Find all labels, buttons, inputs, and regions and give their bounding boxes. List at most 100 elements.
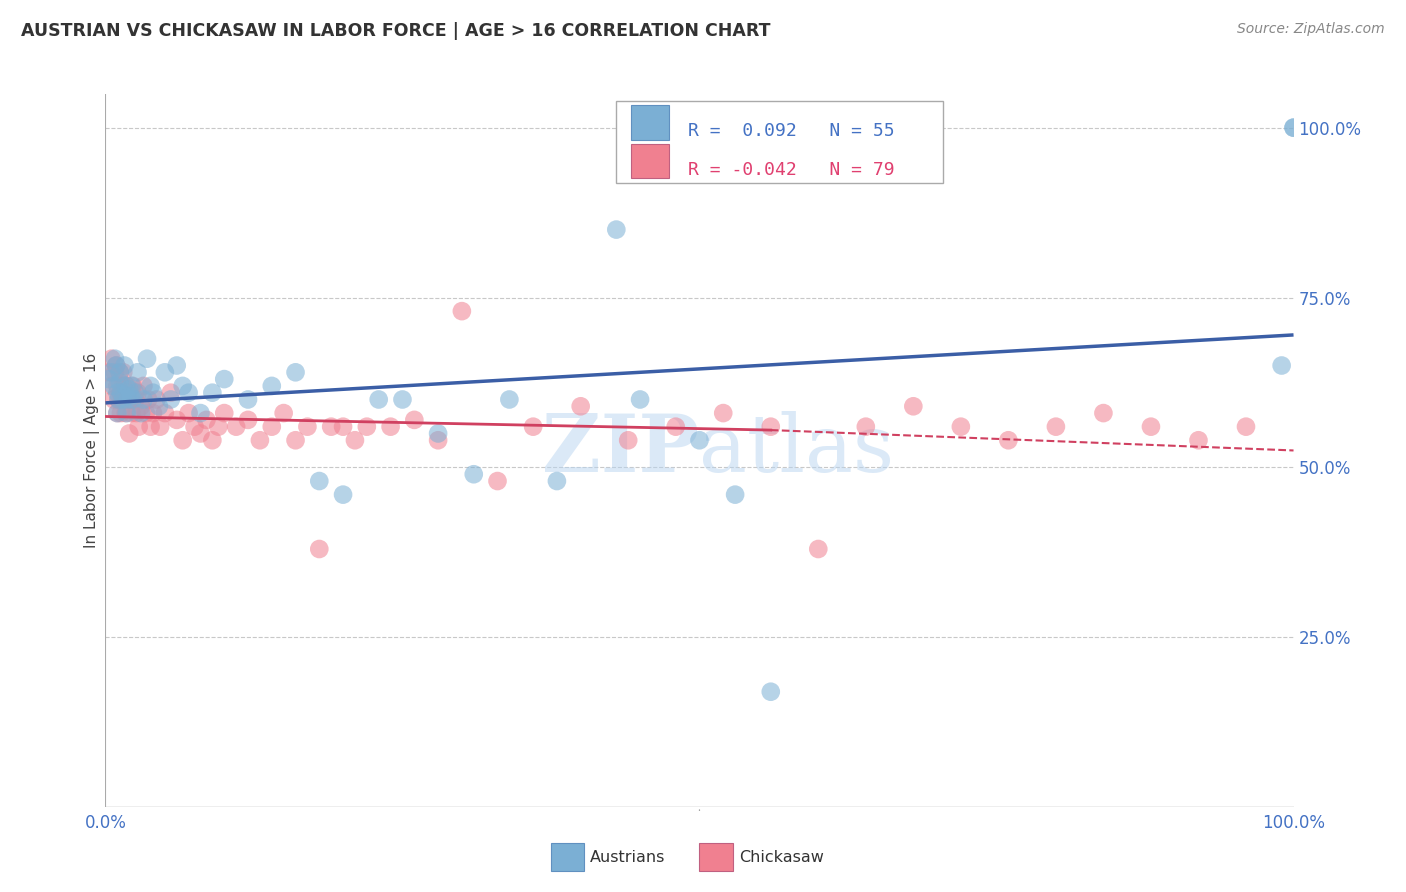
Point — [308, 474, 330, 488]
Point — [117, 392, 139, 407]
Point — [114, 379, 136, 393]
Point — [120, 392, 142, 407]
FancyBboxPatch shape — [616, 101, 943, 183]
Point — [201, 385, 224, 400]
Point — [190, 406, 212, 420]
Y-axis label: In Labor Force | Age > 16: In Labor Force | Age > 16 — [83, 353, 100, 548]
Point — [172, 434, 194, 448]
Point — [120, 389, 142, 403]
Point — [98, 372, 121, 386]
Point — [98, 365, 121, 379]
Point — [129, 406, 152, 420]
Point — [427, 426, 450, 441]
Point — [195, 413, 218, 427]
Point — [103, 379, 125, 393]
Point — [605, 222, 627, 236]
Point — [569, 399, 592, 413]
Point — [136, 392, 159, 407]
Point — [190, 426, 212, 441]
Point — [100, 365, 122, 379]
Point — [105, 359, 128, 373]
Point — [201, 434, 224, 448]
Point — [463, 467, 485, 482]
Point — [236, 392, 259, 407]
Point — [159, 385, 181, 400]
Point — [177, 385, 200, 400]
Point — [183, 419, 205, 434]
Point — [114, 392, 136, 407]
Point — [115, 379, 138, 393]
Point — [104, 351, 127, 366]
Point — [105, 385, 128, 400]
Point — [124, 392, 146, 407]
Point — [1140, 419, 1163, 434]
Point — [308, 541, 330, 556]
Point — [1187, 434, 1209, 448]
Point — [855, 419, 877, 434]
Point — [546, 474, 568, 488]
Point — [139, 419, 162, 434]
Point — [108, 365, 131, 379]
Point — [273, 406, 295, 420]
Point — [284, 434, 307, 448]
Point — [159, 392, 181, 407]
Bar — [551, 843, 585, 871]
Point — [107, 392, 129, 407]
Point — [724, 488, 747, 502]
Text: R =  0.092   N = 55: R = 0.092 N = 55 — [688, 122, 894, 140]
Point — [118, 426, 141, 441]
Point — [142, 385, 165, 400]
Point — [498, 392, 520, 407]
Point — [127, 365, 149, 379]
Point — [214, 372, 236, 386]
Point — [103, 392, 125, 407]
Point — [207, 419, 229, 434]
Point — [110, 385, 132, 400]
Point — [100, 351, 122, 366]
Point — [107, 392, 129, 407]
Point — [105, 406, 128, 420]
Point — [108, 365, 131, 379]
Point — [759, 684, 782, 698]
Point — [380, 419, 402, 434]
Point — [100, 379, 122, 393]
Point — [114, 359, 136, 373]
Point — [111, 392, 134, 407]
Point — [124, 385, 146, 400]
Point — [427, 434, 450, 448]
Point — [112, 365, 135, 379]
Point — [112, 379, 135, 393]
Point — [689, 434, 711, 448]
Text: Austrians: Austrians — [591, 850, 665, 864]
Point — [225, 419, 247, 434]
Point — [759, 419, 782, 434]
Point — [121, 406, 143, 420]
Point — [135, 406, 157, 420]
Text: Chickasaw: Chickasaw — [738, 850, 824, 864]
Text: Source: ZipAtlas.com: Source: ZipAtlas.com — [1237, 22, 1385, 37]
Point — [128, 419, 150, 434]
Point — [127, 385, 149, 400]
Point — [110, 406, 132, 420]
Point — [486, 474, 509, 488]
Point — [1282, 120, 1305, 135]
Point — [153, 406, 176, 420]
Point — [166, 359, 188, 373]
Point — [1234, 419, 1257, 434]
Text: atlas: atlas — [700, 411, 894, 490]
Point — [332, 419, 354, 434]
Point — [129, 399, 152, 413]
Point — [332, 488, 354, 502]
Point — [711, 406, 734, 420]
Point — [115, 406, 138, 420]
Point — [214, 406, 236, 420]
Point — [149, 419, 172, 434]
Point — [166, 413, 188, 427]
Point — [132, 379, 155, 393]
Point — [903, 399, 925, 413]
Point — [153, 365, 176, 379]
Point — [118, 382, 141, 396]
Point — [236, 413, 259, 427]
Point — [132, 392, 155, 407]
Point — [121, 379, 143, 393]
